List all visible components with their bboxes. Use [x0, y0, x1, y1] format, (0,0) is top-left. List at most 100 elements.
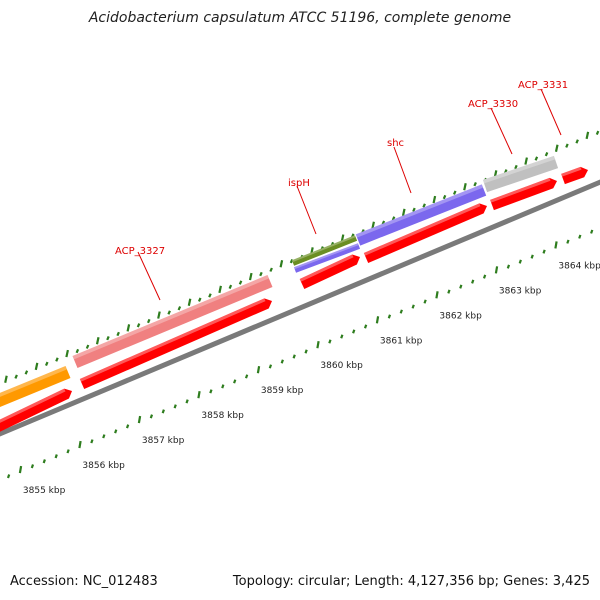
- scale-tick: [506, 264, 511, 269]
- scale-tick: [208, 293, 212, 298]
- scale-tick: [114, 429, 118, 434]
- scale-tick: [328, 339, 332, 344]
- scale-tick: [157, 311, 161, 319]
- scale-tick: [228, 284, 233, 290]
- scale-tick: [566, 239, 570, 244]
- scale-label: 3859 kbp: [261, 386, 304, 396]
- scale-tick: [375, 316, 380, 324]
- gene-label: shc: [387, 138, 404, 149]
- scale-tick: [66, 449, 70, 454]
- inner-tick-track: [6, 229, 594, 479]
- scale-tick: [137, 415, 142, 424]
- gene-track: [0, 155, 559, 409]
- cds-arrow: [0, 388, 72, 433]
- label-leader-line: [393, 146, 412, 194]
- scale-tick: [514, 164, 518, 170]
- scale-tick: [42, 459, 46, 464]
- scale-tick: [542, 249, 546, 254]
- label-leader-line: [296, 185, 317, 235]
- cds-track: [0, 166, 588, 433]
- gene-feature: [355, 184, 487, 246]
- scale-tick: [55, 357, 59, 362]
- scale-tick: [534, 156, 539, 161]
- scale-tick: [412, 207, 416, 213]
- scale-tick: [585, 131, 590, 140]
- scale-tick: [411, 304, 415, 309]
- label-leader-line: [540, 88, 562, 136]
- scale-tick: [554, 241, 558, 249]
- scale-tick: [304, 349, 308, 354]
- scale-tick: [463, 182, 467, 191]
- scale-tick: [126, 324, 131, 332]
- scale-tick: [387, 314, 392, 319]
- gene-feature: [482, 155, 559, 193]
- scale-tick: [340, 334, 344, 339]
- scale-tick: [173, 404, 177, 409]
- scale-tick: [85, 344, 90, 349]
- scale-tick: [248, 272, 253, 281]
- scale-tick: [65, 349, 69, 358]
- scale-tick: [401, 208, 406, 217]
- scale-tick: [473, 182, 477, 187]
- gene-feature: [293, 243, 361, 273]
- scale-tick: [244, 374, 249, 379]
- scale-tick: [185, 399, 189, 404]
- gene-feature: [291, 235, 358, 266]
- scale-tick: [54, 454, 58, 459]
- gene-feature: [0, 365, 71, 409]
- scale-tick: [363, 324, 368, 329]
- scale-tick: [106, 336, 110, 341]
- cds-arrow: [299, 254, 361, 289]
- scale-tick: [279, 259, 284, 268]
- scale-tick: [34, 362, 39, 371]
- label-leader-line: [137, 251, 161, 301]
- scale-tick: [233, 379, 237, 384]
- scale-tick: [432, 195, 437, 204]
- scale-tick: [177, 306, 182, 311]
- scale-tick: [544, 152, 549, 157]
- genome-summary-text: Topology: circular; Length: 4,127,356 bp…: [232, 574, 590, 589]
- scale-tick: [595, 130, 600, 136]
- scale-tick: [90, 439, 94, 444]
- scale-tick: [399, 309, 403, 314]
- scale-tick: [435, 291, 439, 299]
- scale-tick: [518, 259, 522, 264]
- scale-label: 3861 kbp: [380, 336, 423, 346]
- scale-label: 3856 kbp: [82, 461, 125, 471]
- scale-tick: [78, 440, 82, 449]
- scale-tick: [292, 354, 296, 359]
- scale-tick: [116, 331, 120, 337]
- scale-tick: [447, 289, 451, 294]
- scale-tick: [218, 285, 222, 294]
- scale-tick: [575, 139, 579, 144]
- scale-label: 3857 kbp: [142, 436, 185, 446]
- map-title: Acidobacterium capsulatum ATCC 51196, co…: [88, 10, 512, 26]
- scale-tick: [482, 274, 487, 279]
- cds-arrow: [363, 203, 488, 264]
- scale-tick: [167, 310, 171, 315]
- scale-tick: [442, 194, 447, 200]
- scale-tick: [256, 366, 261, 374]
- scale-tick: [238, 280, 243, 285]
- scale-tick: [197, 297, 202, 302]
- scale-tick: [391, 216, 396, 221]
- scale-label: 3863 kbp: [499, 286, 542, 296]
- scale-tick: [221, 384, 225, 389]
- scale-label: 3862 kbp: [439, 311, 482, 321]
- gene-label: ACP_3331: [518, 80, 568, 91]
- scale-label: 3864 kbp: [558, 261, 600, 271]
- scale-tick: [6, 474, 11, 479]
- scale-tick: [102, 434, 106, 439]
- scale-tick: [14, 374, 18, 379]
- scale-tick: [578, 234, 582, 239]
- scale-tick: [371, 221, 375, 229]
- scale-tick: [422, 203, 426, 208]
- scale-tick: [187, 298, 192, 306]
- accession-text: Accession: NC_012483: [10, 574, 158, 589]
- scale-tick: [24, 370, 29, 375]
- scale-tick: [161, 409, 165, 414]
- genome-backbone: [0, 179, 600, 437]
- scale-tick: [197, 390, 201, 399]
- scale-tick: [268, 364, 273, 369]
